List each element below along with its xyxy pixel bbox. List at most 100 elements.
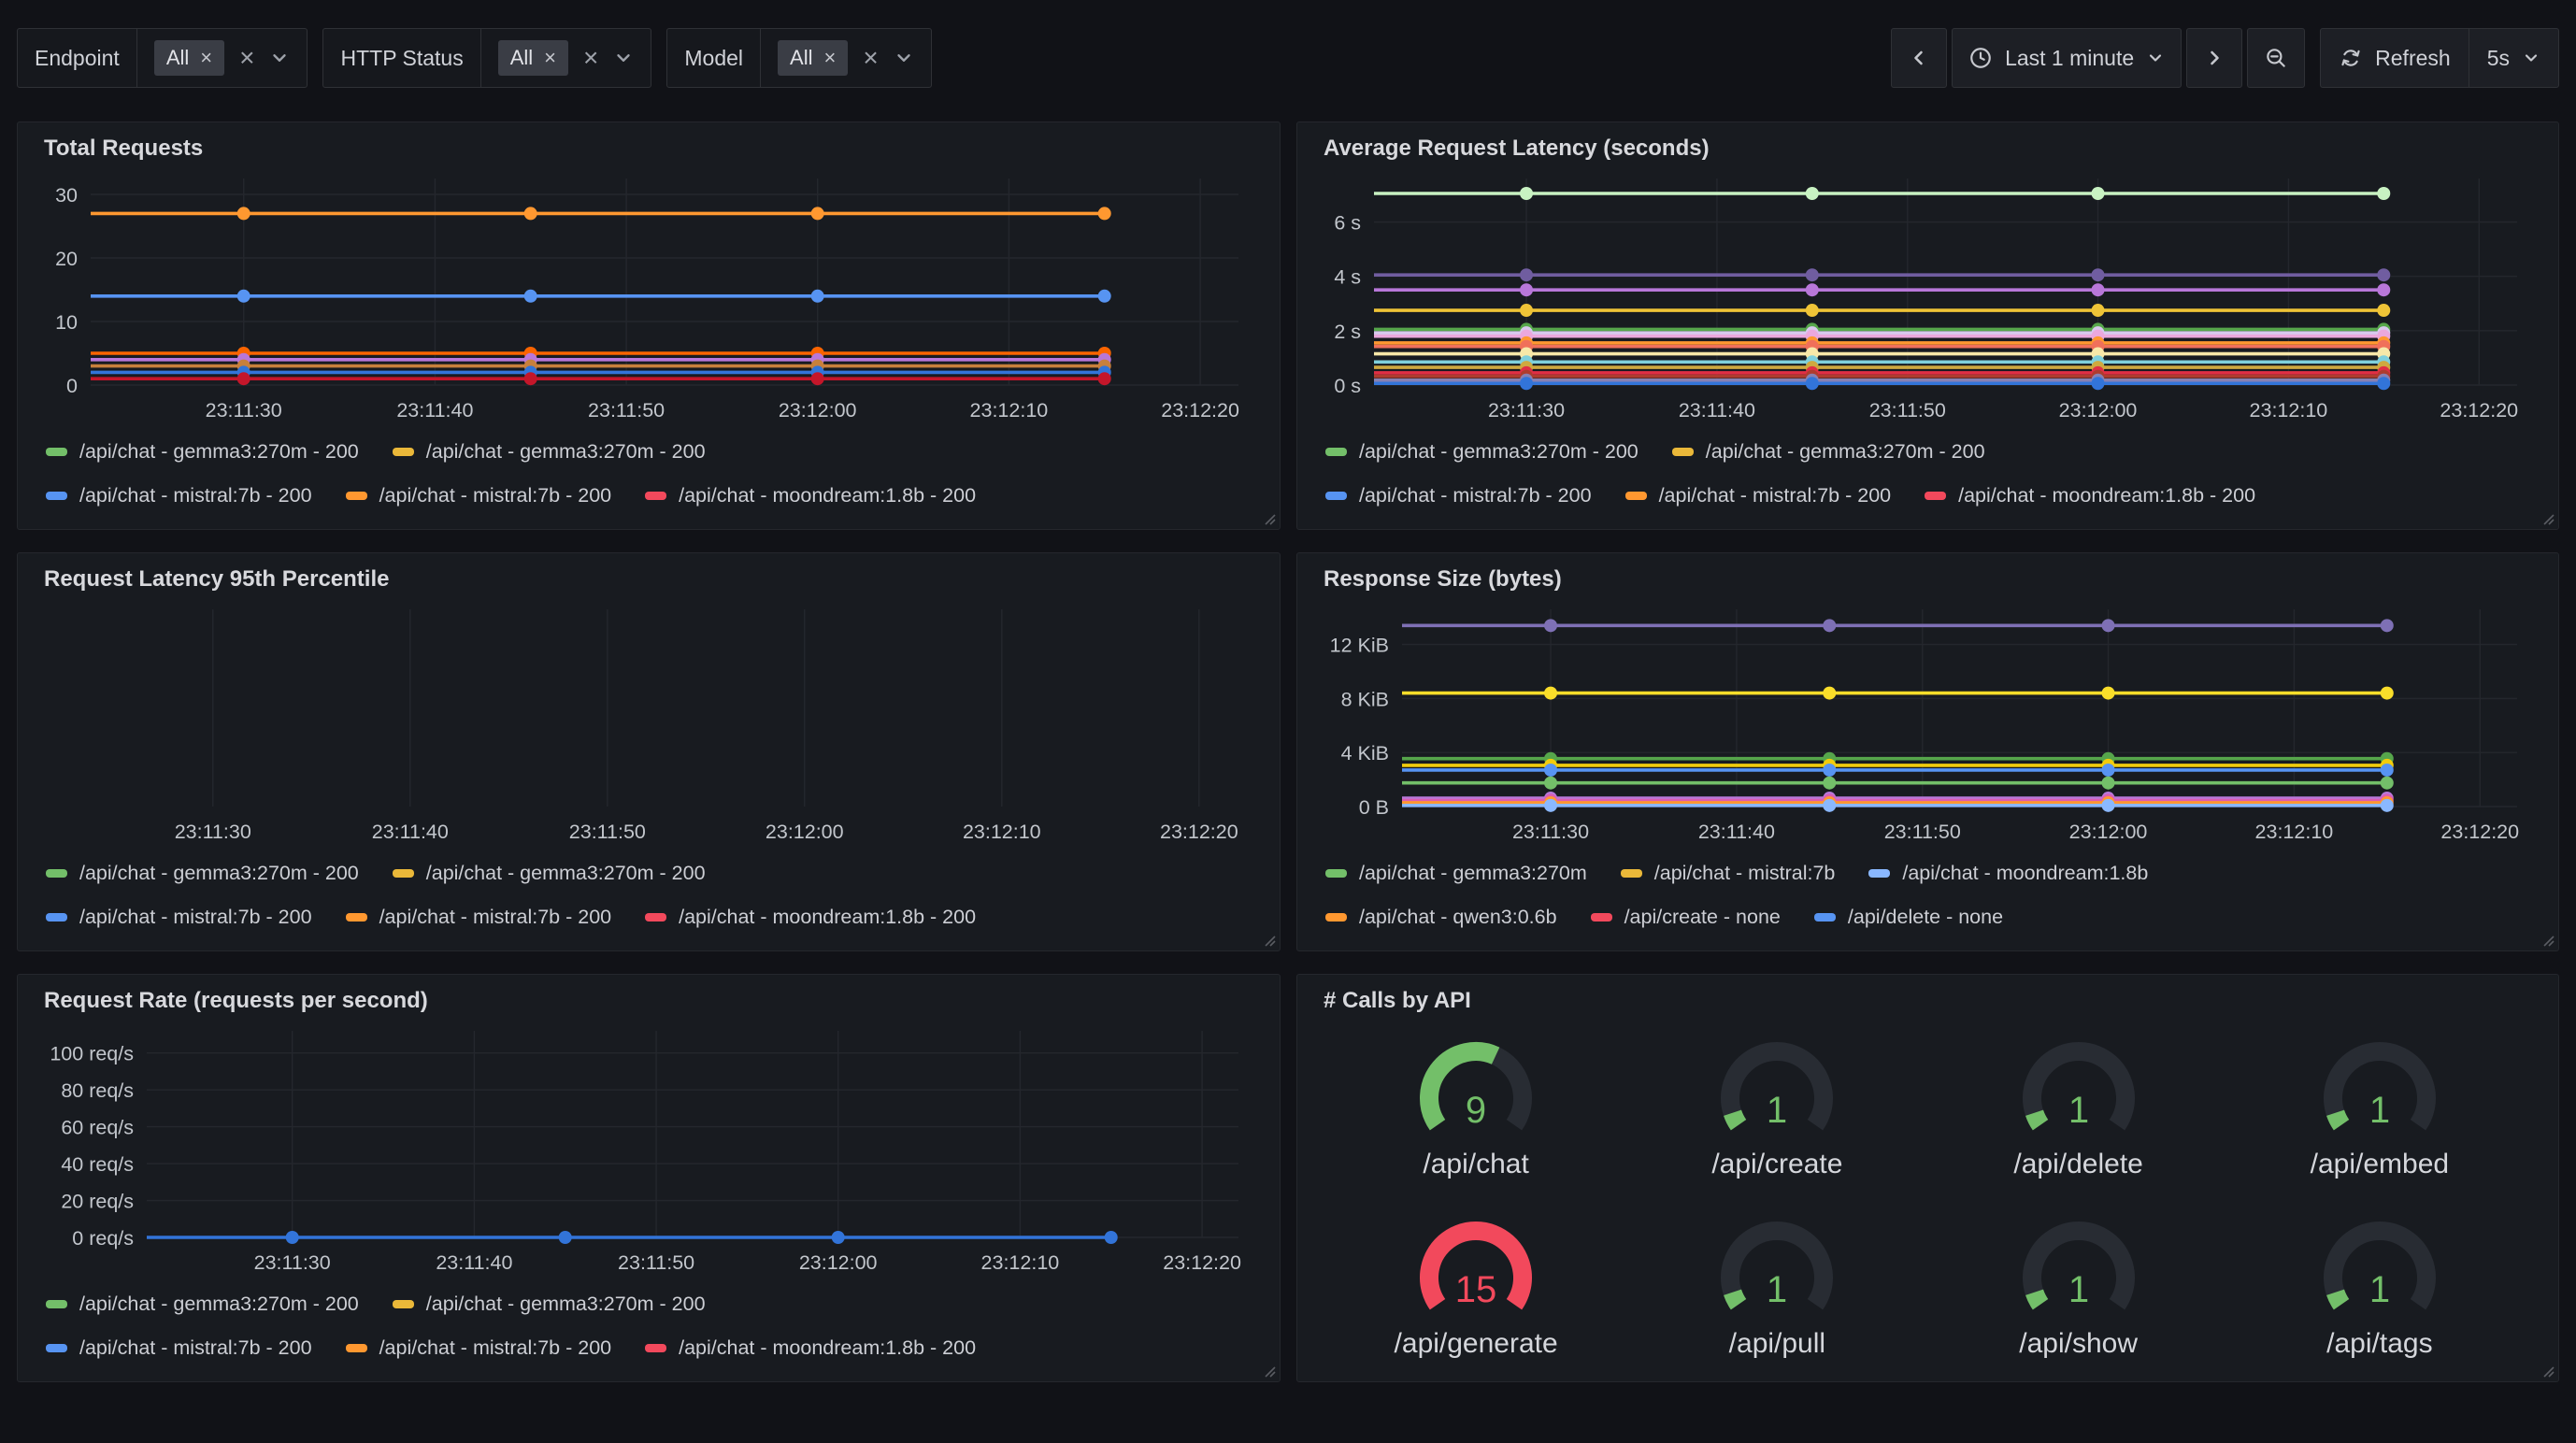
legend-item[interactable]: /api/chat - mistral:7b - 200 <box>345 484 611 507</box>
chevron-down-icon[interactable] <box>894 48 914 68</box>
panel-resize-handle[interactable] <box>2541 512 2555 525</box>
legend-item[interactable]: /api/create - none <box>1590 906 1781 929</box>
panel-resize-handle[interactable] <box>1263 934 1276 947</box>
gauge-fill <box>1420 1042 1500 1131</box>
panel-resize-handle[interactable] <box>1263 1364 1276 1378</box>
chart-area[interactable]: 23:11:30 23:11:40 23:11:50 23:12:00 23:12:10… <box>1312 594 2543 850</box>
series-point <box>2380 619 2394 633</box>
legend-series-chip <box>1325 869 1347 878</box>
chart-plot[interactable]: 23:11:30 23:11:40 23:11:50 23:12:00 23:12:10… <box>1312 594 2543 850</box>
legend-item[interactable]: /api/chat - mistral:7b - 200 <box>345 1336 611 1360</box>
refresh-button[interactable]: Refresh <box>2321 29 2469 87</box>
panel-title[interactable]: Response Size (bytes) <box>1324 566 1562 592</box>
series-point <box>2377 283 2391 297</box>
time-shift-back-button[interactable] <box>1891 28 1948 88</box>
panel-response-size-bytes: Response Size (bytes) 23:11:30 23:11:40 23:… <box>1296 552 2559 951</box>
x-axis-tick-label: 23:12:00 <box>2059 399 2138 421</box>
time-controls: Last 1 minute Refresh 5s <box>1891 28 2559 88</box>
legend-item[interactable]: /api/chat - mistral:7b - 200 <box>1624 484 1891 507</box>
filter-clear-icon[interactable]: × <box>863 43 879 72</box>
filter-value[interactable]: All × × <box>137 29 308 87</box>
chip-remove-icon[interactable]: × <box>823 46 837 69</box>
x-axis-tick-label: 23:12:00 <box>766 821 844 843</box>
time-range-picker-button[interactable]: Last 1 minute <box>1952 28 2182 88</box>
chevron-down-icon[interactable] <box>613 48 634 68</box>
legend-item[interactable]: /api/chat - gemma3:270m - 200 <box>392 440 706 464</box>
chart-area[interactable]: 23:11:30 23:11:40 23:11:50 23:12:00 23:12:10… <box>33 164 1265 428</box>
gauge-value: 15 <box>1455 1269 1497 1310</box>
legend-item[interactable]: /api/chat - moondream:1.8b - 200 <box>645 1336 976 1360</box>
series-point <box>2380 686 2394 700</box>
panel-title[interactable]: # Calls by API <box>1324 988 1471 1013</box>
filter-value[interactable]: All × × <box>481 29 651 87</box>
filter-value[interactable]: All × × <box>761 29 931 87</box>
legend-item[interactable]: /api/chat - mistral:7b - 200 <box>345 906 611 929</box>
chart-plot[interactable]: 23:11:30 23:11:40 23:11:50 23:12:00 23:12:10… <box>33 164 1265 428</box>
series-point <box>236 289 250 303</box>
chart-area[interactable]: 23:11:30 23:11:40 23:11:50 23:12:00 23:12:10… <box>33 594 1265 850</box>
panel-resize-handle[interactable] <box>2541 934 2555 947</box>
legend-item[interactable]: /api/chat - mistral:7b - 200 <box>46 484 312 507</box>
legend-series-label: /api/chat - moondream:1.8b - 200 <box>679 906 977 928</box>
y-axis-tick-label: 10 <box>55 311 78 334</box>
legend-item[interactable]: /api/chat - mistral:7b <box>1620 862 1836 885</box>
chart-plot[interactable]: 23:11:30 23:11:40 23:11:50 23:12:00 23:12:10… <box>33 1016 1265 1280</box>
legend-item[interactable]: /api/chat - gemma3:270m <box>1325 862 1587 885</box>
legend-item[interactable]: /api/delete - none <box>1813 906 2003 929</box>
zoom-out-button[interactable] <box>2247 28 2306 88</box>
filter-bar: Endpoint All × × HTTP Status All × × Model… <box>17 28 932 88</box>
legend-series-label: /api/chat - gemma3:270m <box>1359 862 1587 884</box>
gauge-fill <box>1724 1289 1747 1310</box>
series-point <box>2101 763 2115 777</box>
filter-chip[interactable]: All × <box>153 40 225 76</box>
legend-item[interactable]: /api/chat - mistral:7b - 200 <box>46 1336 312 1360</box>
filter-chip-text: All <box>790 46 813 69</box>
filter-clear-icon[interactable]: × <box>239 43 255 72</box>
legend-item[interactable]: /api/chat - gemma3:270m - 200 <box>1671 440 1985 464</box>
chip-remove-icon[interactable]: × <box>544 46 557 69</box>
legend-item[interactable]: /api/chat - gemma3:270m - 200 <box>1325 440 1639 464</box>
chart-area[interactable]: 23:11:30 23:11:40 23:11:50 23:12:00 23:12:10… <box>33 1016 1265 1280</box>
gauge-title: /api/create <box>1711 1149 1843 1179</box>
series-point <box>1097 372 1111 386</box>
chart-plot[interactable]: 23:11:30 23:11:40 23:11:50 23:12:00 23:12:10… <box>1312 164 2543 428</box>
legend-item[interactable]: /api/chat - mistral:7b - 200 <box>46 906 312 929</box>
panel-resize-handle[interactable] <box>1263 512 1276 525</box>
filter-label: Model <box>667 29 762 87</box>
legend-item[interactable]: /api/chat - moondream:1.8b - 200 <box>645 906 976 929</box>
legend-series-label: /api/chat - mistral:7b <box>1653 862 1836 884</box>
series-point <box>1544 798 1558 812</box>
filter-chip[interactable]: All × <box>778 40 849 76</box>
x-axis-tick-label: 23:11:30 <box>1512 821 1589 843</box>
panel-title[interactable]: Request Rate (requests per second) <box>44 988 428 1013</box>
panel-resize-handle[interactable] <box>2541 1364 2555 1378</box>
legend-item[interactable]: /api/chat - qwen3:0.6b <box>1325 906 1557 929</box>
legend-row: /api/chat - gemma3:270m/api/chat - mistr… <box>1325 851 2543 895</box>
chart-area[interactable]: 23:11:30 23:11:40 23:11:50 23:12:00 23:12:10… <box>1312 164 2543 428</box>
chip-remove-icon[interactable]: × <box>200 46 213 69</box>
legend-item[interactable]: /api/chat - mistral:7b - 200 <box>1325 484 1592 507</box>
legend-item[interactable]: /api/chat - moondream:1.8b - 200 <box>645 484 976 507</box>
panel-calls-by-api: # Calls by API 9/api/chat 1/api/create 1/ap… <box>1296 974 2559 1382</box>
time-shift-forward-button[interactable] <box>2186 28 2243 88</box>
legend-item[interactable]: /api/chat - gemma3:270m - 200 <box>392 862 706 885</box>
legend-item[interactable]: /api/chat - gemma3:270m - 200 <box>46 1293 359 1316</box>
legend-series-label: /api/chat - mistral:7b - 200 <box>79 906 312 928</box>
chart-plot[interactable]: 23:11:30 23:11:40 23:11:50 23:12:00 23:12:10… <box>33 594 1265 850</box>
y-axis-tick-label: 6 s <box>1334 212 1361 235</box>
legend-item[interactable]: /api/chat - gemma3:270m - 200 <box>392 1293 706 1316</box>
gauge-arc: 1 <box>2022 1222 2135 1310</box>
legend-item[interactable]: /api/chat - gemma3:270m - 200 <box>46 440 359 464</box>
legend-item[interactable]: /api/chat - moondream:1.8b - 200 <box>1925 484 2255 507</box>
legend-item[interactable]: /api/chat - gemma3:270m - 200 <box>46 862 359 885</box>
panel-title[interactable]: Total Requests <box>44 136 204 161</box>
refresh-interval-button[interactable]: 5s <box>2468 29 2558 87</box>
panel-title[interactable]: Request Latency 95th Percentile <box>44 566 390 592</box>
filter-clear-icon[interactable]: × <box>583 43 599 72</box>
chevron-down-icon[interactable] <box>269 48 290 68</box>
filter-chip[interactable]: All × <box>497 40 569 76</box>
series-point <box>2377 377 2391 391</box>
x-axis-tick-label: 23:12:20 <box>1161 399 1239 421</box>
legend-item[interactable]: /api/chat - moondream:1.8b <box>1868 862 2148 885</box>
panel-title[interactable]: Average Request Latency (seconds) <box>1324 136 1710 161</box>
